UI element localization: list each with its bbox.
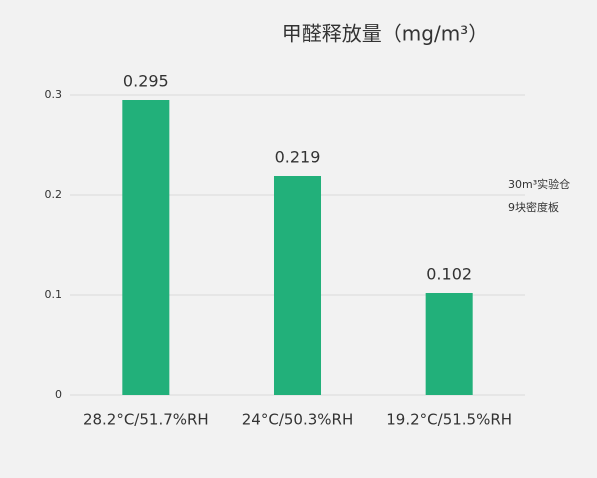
bar — [273, 176, 322, 395]
value-label: 0.219 — [275, 148, 321, 167]
annotation: 30m³实验仓 — [508, 177, 570, 191]
annotation: 9块密度板 — [508, 200, 559, 214]
value-label: 0.295 — [123, 72, 169, 91]
y-tick-label: 0 — [55, 388, 62, 401]
y-tick-label: 0.3 — [45, 88, 63, 101]
y-tick-label: 0.1 — [45, 288, 63, 301]
chart-title: 甲醛释放量（mg/m³） — [282, 22, 488, 46]
x-tick-label: 24°C/50.3%RH — [242, 411, 353, 429]
bar — [425, 293, 473, 395]
y-tick-label: 0.2 — [45, 188, 63, 201]
bar — [122, 100, 170, 395]
x-tick-label: 19.2°C/51.5%RH — [386, 411, 512, 429]
x-tick-label: 28.2°C/51.7%RH — [83, 411, 209, 429]
value-label: 0.102 — [426, 265, 472, 284]
